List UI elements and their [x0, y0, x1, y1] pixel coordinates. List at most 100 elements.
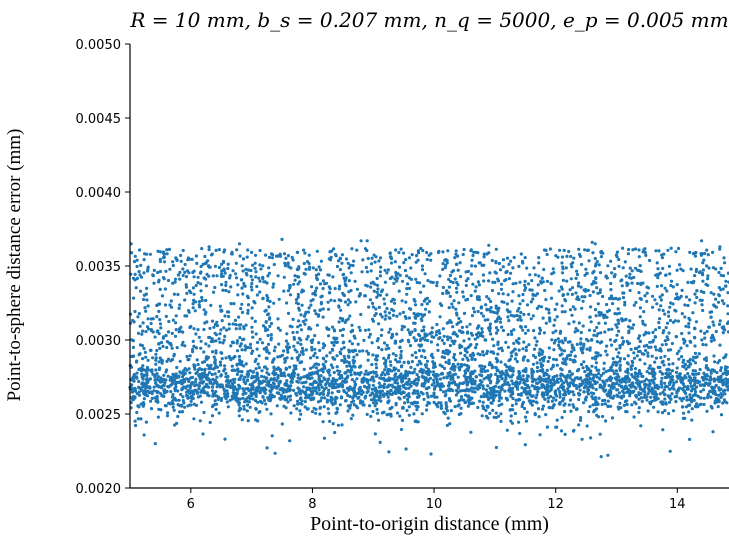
- data-point: [407, 256, 412, 260]
- data-point: [146, 304, 150, 308]
- data-point: [447, 277, 451, 281]
- data-point: [518, 431, 522, 436]
- data-point: [306, 376, 310, 380]
- data-point: [141, 401, 145, 405]
- data-point: [451, 280, 455, 285]
- data-point: [523, 390, 528, 394]
- data-point: [686, 359, 690, 363]
- data-point: [525, 303, 530, 307]
- data-point: [481, 273, 485, 277]
- data-point: [556, 387, 560, 391]
- data-point: [561, 278, 566, 282]
- data-point: [555, 363, 559, 367]
- data-point: [504, 369, 508, 373]
- data-point: [620, 317, 624, 321]
- data-point: [387, 316, 391, 320]
- data-point: [491, 337, 495, 341]
- data-point: [695, 289, 699, 293]
- data-point: [353, 383, 357, 387]
- data-point: [510, 390, 515, 394]
- data-point: [138, 324, 142, 328]
- data-point: [250, 288, 254, 292]
- data-point: [390, 377, 394, 381]
- data-point: [152, 389, 156, 393]
- data-point: [390, 275, 394, 279]
- data-point: [260, 369, 264, 373]
- data-point: [254, 367, 258, 371]
- data-point: [435, 330, 439, 334]
- data-point: [618, 401, 622, 405]
- data-point: [362, 376, 366, 380]
- data-point: [222, 326, 226, 330]
- data-point: [298, 361, 302, 365]
- data-point: [664, 326, 668, 330]
- data-point: [332, 328, 336, 332]
- data-point: [377, 381, 381, 385]
- data-point: [303, 251, 307, 255]
- data-point: [328, 373, 332, 377]
- data-point: [412, 336, 416, 340]
- data-point: [375, 290, 379, 294]
- data-point: [659, 382, 663, 386]
- data-point: [129, 365, 134, 369]
- data-point: [648, 364, 652, 368]
- data-point: [555, 302, 559, 306]
- data-point: [403, 315, 407, 319]
- data-point: [192, 298, 196, 302]
- data-point: [162, 260, 167, 264]
- data-point: [497, 306, 501, 310]
- data-point: [179, 259, 183, 263]
- data-point: [373, 282, 377, 286]
- data-point: [659, 356, 663, 360]
- data-point: [296, 402, 300, 406]
- data-point: [315, 277, 319, 282]
- data-point: [653, 345, 657, 349]
- data-point: [441, 250, 445, 254]
- data-point: [362, 384, 367, 388]
- data-point: [485, 351, 489, 356]
- data-point: [610, 343, 614, 347]
- data-point: [310, 348, 314, 352]
- data-point: [165, 389, 169, 394]
- data-point: [154, 362, 158, 366]
- data-point: [524, 286, 528, 290]
- data-point: [609, 281, 613, 286]
- data-point: [678, 263, 682, 267]
- data-point: [415, 408, 419, 412]
- data-point: [288, 398, 293, 402]
- data-point: [584, 380, 588, 384]
- data-point: [443, 394, 447, 398]
- data-point: [656, 410, 660, 414]
- data-point: [215, 394, 219, 398]
- data-point: [160, 361, 164, 365]
- data-point: [283, 374, 287, 378]
- data-point: [328, 291, 332, 295]
- data-point: [490, 310, 494, 314]
- data-point: [286, 342, 290, 346]
- data-point: [149, 399, 153, 403]
- data-point: [606, 264, 610, 268]
- data-point: [195, 390, 200, 394]
- data-point: [526, 390, 530, 394]
- data-point: [634, 247, 638, 251]
- data-point: [202, 389, 206, 393]
- data-point: [382, 356, 386, 360]
- data-point: [632, 356, 637, 360]
- data-point: [625, 361, 630, 365]
- data-point: [490, 401, 494, 405]
- data-point: [489, 306, 493, 310]
- data-point: [335, 336, 339, 340]
- data-point: [294, 301, 299, 305]
- data-point: [614, 363, 618, 367]
- data-point: [709, 291, 713, 295]
- data-point: [638, 334, 642, 338]
- data-point: [201, 432, 205, 436]
- data-point: [200, 298, 204, 302]
- data-point: [284, 339, 288, 343]
- data-point: [316, 369, 320, 373]
- data-point: [547, 346, 551, 350]
- data-point: [239, 370, 243, 374]
- data-point: [392, 301, 397, 305]
- data-point: [498, 370, 502, 375]
- data-point: [600, 402, 604, 406]
